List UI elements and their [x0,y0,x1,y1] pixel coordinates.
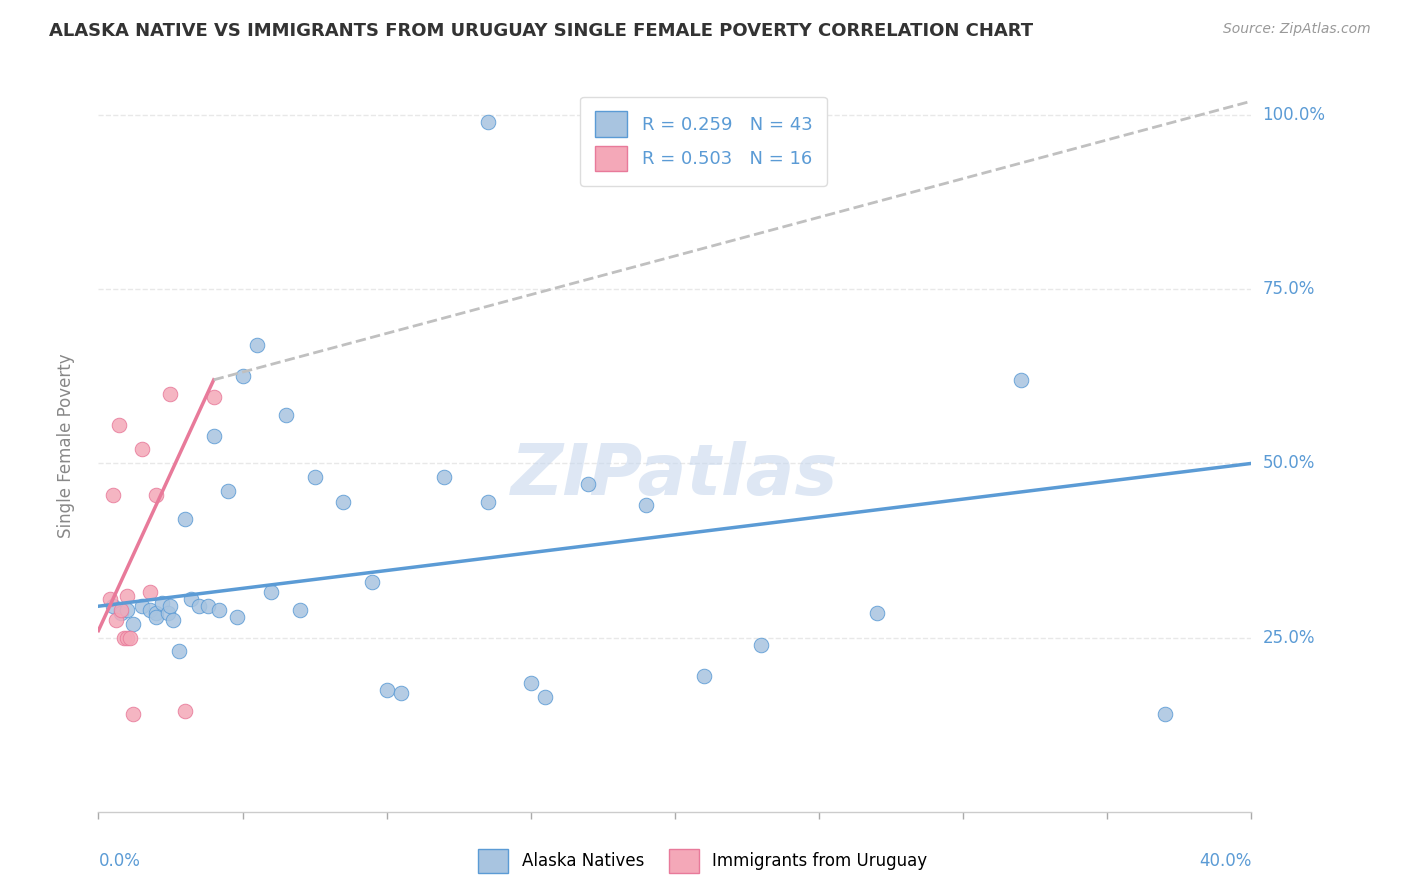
Point [145,606,167,620]
Point [389,686,412,700]
Point [231,369,254,384]
Point [159,599,181,614]
Point [274,408,297,422]
Point [122,616,145,631]
Point [578,477,600,491]
Point [225,609,247,624]
Point [110,603,132,617]
Point [139,603,162,617]
Point [120,631,142,645]
Point [208,603,231,617]
Point [693,669,716,683]
Point [260,585,283,599]
Point [246,338,269,352]
Point [433,470,456,484]
Point [866,606,889,620]
Point [477,494,499,508]
Point [202,428,225,442]
Point [167,644,190,658]
Text: ALASKA NATIVE VS IMMIGRANTS FROM URUGUAY SINGLE FEMALE POVERTY CORRELATION CHART: ALASKA NATIVE VS IMMIGRANTS FROM URUGUAY… [49,22,1033,40]
Text: 75.0%: 75.0% [1263,280,1315,298]
Point [375,682,398,697]
Point [1154,707,1177,722]
Point [751,638,773,652]
Text: 25.0%: 25.0% [1263,629,1315,647]
Point [122,707,145,722]
Point [1010,373,1032,387]
Point [520,676,543,690]
Point [174,704,197,718]
Text: 100.0%: 100.0% [1263,106,1326,124]
Point [117,631,139,645]
Point [110,606,132,620]
Point [332,494,354,508]
Point [117,589,139,603]
Point [104,613,127,627]
Point [131,442,153,457]
Point [98,592,121,607]
Point [159,386,181,401]
Point [534,690,557,704]
Point [188,599,211,614]
Point [107,418,129,433]
Point [290,603,312,617]
Point [174,512,197,526]
Text: 50.0%: 50.0% [1263,454,1315,473]
Point [150,596,173,610]
Y-axis label: Single Female Poverty: Single Female Poverty [56,354,75,538]
Point [101,599,124,614]
Point [131,599,153,614]
Text: Source: ZipAtlas.com: Source: ZipAtlas.com [1223,22,1371,37]
Point [197,599,219,614]
Point [304,470,326,484]
Point [180,592,202,607]
Text: 40.0%: 40.0% [1199,852,1251,870]
Point [117,603,139,617]
Point [112,631,135,645]
Point [217,484,239,499]
Point [162,613,184,627]
Point [361,574,384,589]
Text: ZIPatlas: ZIPatlas [512,441,838,509]
Point [139,585,162,599]
Text: 0.0%: 0.0% [98,852,141,870]
Legend: R = 0.259   N = 43, R = 0.503   N = 16: R = 0.259 N = 43, R = 0.503 N = 16 [581,96,827,186]
Point [156,606,179,620]
Point [145,609,167,624]
Point [477,115,499,129]
Legend: Alaska Natives, Immigrants from Uruguay: Alaska Natives, Immigrants from Uruguay [472,842,934,880]
Point [101,488,124,502]
Point [202,390,225,404]
Point [145,488,167,502]
Point [636,498,658,512]
